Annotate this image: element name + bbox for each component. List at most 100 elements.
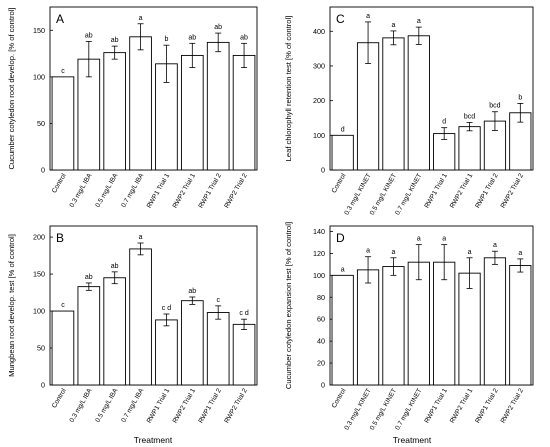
- panel-b-significance-letter: ab: [188, 288, 196, 295]
- x-axis-title-left: Treatment: [134, 435, 173, 445]
- panel-a-significance-letter: ab: [188, 34, 196, 41]
- panel-d-category-label: RWP2 Trial 1: [449, 387, 475, 424]
- panel-a-bar: [180, 54, 204, 171]
- panel-c-category-label: RWP1 Trial 2: [474, 172, 500, 209]
- panel-d-letter: D: [336, 231, 345, 245]
- panel-a-significance-letter: ab: [214, 24, 222, 31]
- panel-d-bar: [458, 272, 481, 386]
- panel-a-bar: [232, 54, 256, 171]
- panel-a-significance-letter: b: [164, 36, 168, 43]
- panel-d-category-label: 0.3 mg/L KINET: [343, 388, 372, 432]
- panel-d-ytick-label: 80: [317, 293, 325, 302]
- panel-d-bar: [433, 261, 456, 386]
- panel-d-ytick-label: 140: [313, 227, 325, 236]
- panel-a-significance-letter: ab: [85, 32, 93, 39]
- panel-a-ytick-label: 50: [37, 119, 45, 128]
- panel-b-ytick-label: 50: [37, 344, 45, 353]
- panel-c-significance-letter: d: [442, 119, 446, 126]
- panel-b-category-label: RWP2 Trial 2: [223, 387, 249, 424]
- panel-c-ytick-label: 200: [313, 96, 325, 105]
- panel-b-category-label: 0.7 mg/L IBA: [120, 387, 145, 424]
- panel-d-bar: [509, 265, 532, 386]
- panel-c-category-label: RWP2 Trial 2: [500, 172, 526, 209]
- panel-c-y-axis-title: Leaf chlorophyll retention test [% of co…: [284, 16, 293, 162]
- panel-d-category-label: RWP1 Trial 1: [423, 387, 449, 424]
- panel-d-category-label: RWP1 Trial 2: [474, 387, 500, 424]
- panel-d-bar: [331, 274, 354, 386]
- panel-a-significance-letter: a: [139, 15, 143, 22]
- panel-a-category-label: 0.7 mg/L IBA: [120, 172, 145, 209]
- panel-a-significance-letter: ab: [240, 34, 248, 41]
- panel-b-significance-letter: ab: [111, 263, 119, 270]
- panel-d-ytick-label: 100: [313, 271, 325, 280]
- panel-b-ytick-label: 100: [33, 307, 45, 316]
- panel-b-category-label: Control: [51, 387, 68, 409]
- panel-b-category-label: RWP2 Trial 1: [172, 387, 198, 424]
- panel-a-y-axis-title: Cucumber cotyledon root develop. [% of c…: [7, 7, 16, 169]
- panel-a-bar: [51, 76, 75, 171]
- panel-a-ytick-label: 0: [41, 166, 45, 175]
- panel-c-significance-letter: bcd: [489, 103, 500, 110]
- panel-d-significance-letter: a: [391, 249, 395, 256]
- panel-b-category-label: 0.5 mg/L IBA: [94, 387, 119, 424]
- panel-d-bar: [483, 257, 507, 386]
- panel-d-frame: [329, 225, 534, 386]
- panel-a-category-label: RWP2 Trial 1: [172, 172, 198, 209]
- panel-c-bar: [458, 126, 481, 171]
- panel-b-bar: [206, 312, 230, 386]
- panel-c-category-label: RWP2 Trial 1: [449, 172, 475, 209]
- panel-b-significance-letter: c d: [162, 305, 171, 312]
- panel-d-significance-letter: a: [341, 266, 345, 273]
- panel-c-category-label: 0.3 mg/L KINET: [343, 173, 372, 217]
- panel-a-ytick-label: 150: [33, 26, 45, 35]
- panel-c-ytick-label: 400: [313, 27, 325, 36]
- panel-b-ytick-label: 200: [33, 233, 45, 242]
- panel-c-category-label: Control: [331, 172, 348, 194]
- panel-c-category-label: RWP1 Trial 1: [423, 172, 449, 209]
- panel-d-ytick-label: 60: [317, 315, 325, 324]
- panel-b-ytick-label: 0: [41, 381, 45, 390]
- panel-c-significance-letter: a: [417, 18, 421, 25]
- panel-c-frame: [329, 6, 534, 171]
- panel-c-bar: [382, 37, 405, 171]
- panel-c-significance-letter: b: [518, 94, 522, 101]
- panel-d-significance-letter: a: [366, 248, 370, 255]
- panel-d-ytick-label: 0: [321, 381, 325, 390]
- panel-a-significance-letter: c: [61, 68, 65, 75]
- panel-b-significance-letter: ab: [85, 274, 93, 281]
- panel-b-bar: [103, 277, 127, 386]
- panel-d-category-label: Control: [331, 387, 348, 409]
- panel-c-category-label: 0.7 mg/L KINET: [394, 173, 423, 217]
- x-axis-title-right: Treatment: [393, 435, 432, 445]
- panel-d-category-label: 0.5 mg/L KINET: [369, 388, 398, 432]
- panel-d-ytick-label: 40: [317, 337, 325, 346]
- panel-b-category-label: 0.3 mg/L IBA: [69, 387, 94, 424]
- panel-b-letter: B: [56, 231, 64, 245]
- panel-b-bar: [51, 310, 75, 386]
- panel-b-significance-letter: c: [216, 297, 220, 304]
- panel-a-bar: [206, 41, 230, 171]
- panel-d-category-label: 0.7 mg/L KINET: [394, 388, 423, 432]
- panel-b-bar: [155, 319, 178, 386]
- panel-d-category-label: RWP2 Trial 2: [500, 387, 526, 424]
- panel-d-ytick-label: 120: [313, 249, 325, 258]
- panel-b-y-axis-title: Mungbean root develop. test [% of contro…: [7, 234, 16, 377]
- panel-b-ytick-label: 150: [33, 270, 45, 279]
- panel-a-ytick-label: 100: [33, 72, 45, 81]
- panel-a-category-label: 0.3 mg/L IBA: [69, 172, 94, 209]
- panel-d-y-axis-title: Cucumber cotyledon expansion test [% of …: [284, 222, 293, 389]
- panel-b-bar: [180, 300, 204, 386]
- panel-c-bar: [407, 35, 430, 171]
- panel-a-category-label: RWP1 Trial 2: [197, 172, 223, 209]
- panel-c-significance-letter: a: [366, 13, 370, 20]
- panel-c-ytick-label: 100: [313, 131, 325, 140]
- panel-d-significance-letter: a: [493, 242, 497, 249]
- panel-d-bar: [356, 269, 380, 386]
- panel-d-significance-letter: a: [442, 236, 446, 243]
- panel-a-letter: A: [56, 12, 64, 26]
- panel-d-significance-letter: a: [468, 249, 472, 256]
- panel-a-category-label: RWP1 Trial 1: [146, 172, 172, 209]
- panel-c-ytick-label: 0: [321, 166, 325, 175]
